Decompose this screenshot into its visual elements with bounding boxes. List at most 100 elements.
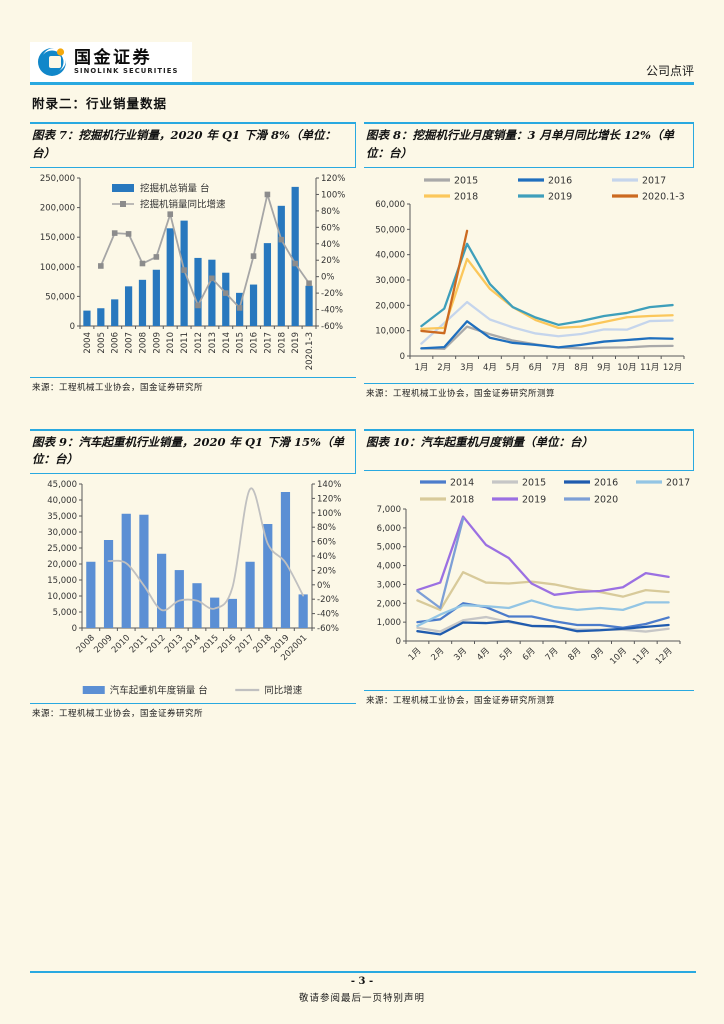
svg-text:200,000: 200,000: [40, 203, 75, 213]
svg-text:-20%: -20%: [317, 595, 339, 605]
svg-text:挖掘机销量同比增速: 挖掘机销量同比增速: [140, 198, 226, 210]
brand-logo: 国金证券 SINOLINK SECURITIES: [30, 42, 193, 82]
svg-text:2月: 2月: [429, 646, 446, 663]
brand-text: 国金证券 SINOLINK SECURITIES: [74, 47, 179, 76]
svg-text:4月: 4月: [483, 363, 497, 373]
header-divider: [30, 82, 694, 85]
svg-text:140%: 140%: [317, 480, 341, 490]
svg-text:100%: 100%: [317, 509, 341, 519]
page-number: - 3 -: [350, 976, 374, 987]
svg-text:汽车起重机年度销量 台: 汽车起重机年度销量 台: [110, 685, 208, 697]
svg-text:60,000: 60,000: [375, 200, 405, 210]
svg-text:2011: 2011: [180, 332, 190, 354]
svg-text:2015: 2015: [236, 332, 246, 354]
svg-text:2018: 2018: [252, 633, 274, 655]
chart9-svg: 0 5,000 10,000 15,000 20,000 25,000 30,000 35,0…: [47, 480, 341, 697]
chart8-block: 图表 8：挖掘机行业月度销量：3 月单月同比增长 12%（单位：台） 0 10,0…: [364, 122, 694, 399]
svg-text:20%: 20%: [321, 256, 340, 266]
svg-text:2012: 2012: [194, 332, 204, 354]
doc-type-label: 公司点评: [645, 64, 694, 78]
brand-name-en: SINOLINK SECURITIES: [74, 67, 179, 76]
svg-text:2017: 2017: [234, 633, 256, 655]
svg-text:3,000: 3,000: [377, 580, 401, 590]
svg-text:2007: 2007: [125, 332, 135, 354]
svg-text:2014: 2014: [450, 477, 474, 488]
chart10-title: 图表 10：汽车起重机月度销量（单位：台）: [364, 428, 694, 471]
svg-text:20,000: 20,000: [375, 301, 405, 311]
svg-text:4月: 4月: [475, 646, 492, 663]
svg-text:2019: 2019: [548, 191, 572, 202]
svg-text:5,000: 5,000: [377, 542, 401, 552]
footer-disclaimer: 敬请参阅最后一页特别声明: [298, 993, 425, 1004]
chart9-title: 图表 9：汽车起重机行业销量，2020 年 Q1 下滑 15%（单位：台）: [30, 428, 356, 475]
svg-text:-40%: -40%: [317, 610, 339, 620]
svg-text:120%: 120%: [317, 495, 341, 505]
svg-text:10月: 10月: [617, 363, 636, 373]
svg-text:2014: 2014: [222, 332, 232, 354]
svg-text:2018: 2018: [454, 191, 478, 202]
svg-text:3月: 3月: [460, 363, 474, 373]
svg-text:100,000: 100,000: [40, 262, 75, 272]
svg-text:2009: 2009: [152, 332, 162, 354]
svg-text:2020.1-3: 2020.1-3: [642, 191, 685, 202]
svg-text:0%: 0%: [321, 272, 335, 282]
chart8-title: 图表 8：挖掘机行业月度销量：3 月单月同比增长 12%（单位：台）: [364, 122, 694, 168]
svg-text:15,000: 15,000: [47, 576, 77, 586]
footer-divider: [30, 971, 696, 973]
svg-text:40%: 40%: [317, 552, 336, 562]
svg-text:100%: 100%: [321, 190, 345, 200]
chart8-legend: 2015 2016 2017 2018 2019 2020.1-3: [424, 175, 685, 202]
svg-text:1月: 1月: [407, 646, 424, 663]
svg-text:-60%: -60%: [321, 322, 343, 332]
brand-logo-icon: [38, 48, 66, 76]
svg-text:80%: 80%: [321, 207, 340, 217]
chart10-source: 来源：工程机械工业协会，国金证券研究所测算: [364, 689, 694, 706]
svg-text:2014: 2014: [181, 633, 203, 655]
svg-text:7月: 7月: [544, 646, 561, 663]
svg-text:60%: 60%: [321, 223, 340, 233]
svg-text:150,000: 150,000: [40, 233, 75, 243]
svg-text:-40%: -40%: [321, 305, 343, 315]
svg-text:6月: 6月: [521, 646, 538, 663]
svg-text:0: 0: [400, 352, 405, 362]
svg-text:20,000: 20,000: [47, 560, 77, 570]
svg-text:2004: 2004: [83, 332, 93, 354]
page-header: 国金证券 SINOLINK SECURITIES 公司点评: [30, 36, 694, 82]
svg-text:8月: 8月: [574, 363, 588, 373]
svg-text:1月: 1月: [414, 363, 428, 373]
svg-text:2018: 2018: [277, 332, 287, 354]
svg-text:2017: 2017: [666, 477, 690, 488]
svg-text:2016: 2016: [594, 477, 618, 488]
svg-text:1,000: 1,000: [377, 618, 401, 628]
svg-text:0%: 0%: [317, 581, 331, 591]
svg-text:2005: 2005: [97, 332, 107, 354]
svg-text:2008: 2008: [75, 633, 97, 655]
svg-text:35,000: 35,000: [47, 512, 77, 522]
brand-name-cn: 国金证券: [74, 47, 152, 68]
svg-text:10月: 10月: [608, 646, 629, 667]
chart9-canvas: 0 5,000 10,000 15,000 20,000 25,000 30,000 35,0…: [30, 474, 356, 702]
chart10-block: 图表 10：汽车起重机月度销量（单位：台） 0 1,000 2,000 3,000 4,…: [364, 428, 694, 720]
svg-text:2015: 2015: [454, 175, 478, 186]
svg-text:45,000: 45,000: [47, 480, 77, 490]
svg-text:3月: 3月: [452, 646, 469, 663]
svg-text:-60%: -60%: [317, 624, 339, 634]
svg-text:30,000: 30,000: [47, 528, 77, 538]
svg-text:2020.1-3: 2020.1-3: [305, 332, 315, 370]
svg-text:2016: 2016: [216, 633, 238, 655]
svg-text:12月: 12月: [654, 646, 675, 667]
chart7-title: 图表 7：挖掘机行业销量，2020 年 Q1 下滑 8%（单位：台）: [30, 122, 356, 168]
svg-text:0: 0: [72, 624, 77, 634]
svg-text:250,000: 250,000: [40, 174, 75, 184]
svg-text:10,000: 10,000: [375, 326, 405, 336]
svg-text:2016: 2016: [250, 332, 260, 354]
svg-text:9月: 9月: [589, 646, 606, 663]
chart7-block: 图表 7：挖掘机行业销量，2020 年 Q1 下滑 8%（单位：台） 0 50,0…: [30, 122, 356, 399]
svg-text:6,000: 6,000: [377, 523, 401, 533]
svg-text:0: 0: [70, 322, 75, 332]
svg-text:2019: 2019: [522, 494, 546, 505]
svg-text:2012: 2012: [145, 633, 167, 655]
chart8-svg: 0 10,000 20,000 30,000 40,000 50,000 60,000 1月 2…: [375, 175, 685, 373]
svg-text:60%: 60%: [317, 538, 336, 548]
